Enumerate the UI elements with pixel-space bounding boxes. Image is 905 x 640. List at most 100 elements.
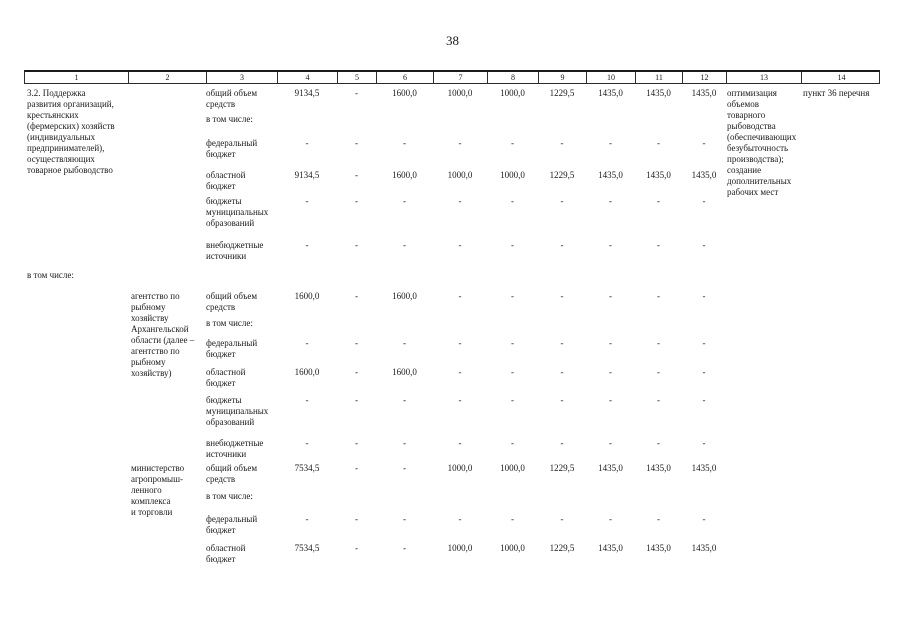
value-cell: - <box>560 196 564 206</box>
program-table: 1 2 3 4 5 6 7 8 9 10 11 12 13 14 3.2. Поддержка разви… <box>24 70 880 630</box>
value-cell: - <box>403 463 406 473</box>
value-cell: 1000,0 <box>447 170 473 180</box>
value-cell: - <box>609 291 612 301</box>
value-cell: - <box>560 367 564 377</box>
value-cell: - <box>403 514 406 524</box>
expected-results: оптимизация объемов товарного рыбоводств… <box>727 88 797 197</box>
column-number-cell: 2 <box>129 72 207 83</box>
column-number-cell: 3 <box>207 72 278 83</box>
value-cell: - <box>560 240 564 250</box>
column-number-cell: 7 <box>434 72 488 83</box>
value-cell: 1435,0 <box>691 543 717 553</box>
value-cell: - <box>403 543 406 553</box>
value-cell: 1000,0 <box>447 543 473 553</box>
column-number-cell: 4 <box>278 72 338 83</box>
funding-source-label: федеральный бюджет <box>206 338 258 359</box>
value-cell: - <box>657 240 660 250</box>
value-cell: - <box>609 240 612 250</box>
value-cell: - <box>355 88 358 98</box>
column-number-cell: 11 <box>636 72 683 83</box>
value-cell: - <box>702 395 706 405</box>
value-cell: - <box>458 138 462 148</box>
value-cell: - <box>702 240 706 250</box>
value-cell: 1600,0 <box>294 291 320 301</box>
value-cell: 1229,5 <box>549 88 575 98</box>
value-cell: - <box>458 338 462 348</box>
value-cell: - <box>511 514 514 524</box>
value-cell: - <box>560 291 564 301</box>
value-cell: 1435,0 <box>691 170 717 180</box>
value-cell: - <box>458 514 462 524</box>
value-cell: 1000,0 <box>447 88 473 98</box>
executor-ministry: министерство агропромыш- ленного комплек… <box>131 463 185 517</box>
value-cell: 1435,0 <box>646 543 671 553</box>
value-cell: 1435,0 <box>598 88 623 98</box>
value-cell: - <box>458 291 462 301</box>
value-cell: 9134,5 <box>294 88 320 98</box>
value-cell: - <box>305 514 309 524</box>
value-cell: 1000,0 <box>447 463 473 473</box>
value-cell: - <box>305 138 309 148</box>
including-label: в том числе: <box>206 114 253 124</box>
value-cell: - <box>560 395 564 405</box>
value-cell: - <box>355 170 358 180</box>
value-cell: - <box>511 196 514 206</box>
value-cell: 1600,0 <box>392 170 417 180</box>
value-cell: - <box>355 463 358 473</box>
value-cell: - <box>702 367 706 377</box>
value-cell: 1435,0 <box>691 463 717 473</box>
value-cell: - <box>305 338 309 348</box>
value-cell: 1435,0 <box>691 88 717 98</box>
value-cell: - <box>305 395 309 405</box>
value-cell: - <box>355 543 358 553</box>
value-cell: 1229,5 <box>549 463 575 473</box>
value-cell: 1600,0 <box>392 367 417 377</box>
funding-source-label: внебюджетные источники <box>206 240 264 261</box>
value-cell: - <box>560 438 564 448</box>
value-cell: - <box>511 338 514 348</box>
value-cell: - <box>355 196 358 206</box>
value-cell: - <box>355 138 358 148</box>
value-cell: - <box>403 240 406 250</box>
funding-source-label: федеральный бюджет <box>206 138 258 159</box>
value-cell: - <box>511 240 514 250</box>
value-cell: 1435,0 <box>646 463 671 473</box>
funding-source-label: федеральный бюджет <box>206 514 258 535</box>
value-cell: - <box>657 514 660 524</box>
value-cell: - <box>355 291 358 301</box>
value-cell: - <box>657 395 660 405</box>
value-cell: - <box>458 367 462 377</box>
value-cell: - <box>458 395 462 405</box>
value-cell: 1600,0 <box>392 291 417 301</box>
funding-source-label: областной бюджет <box>206 543 246 564</box>
value-cell: - <box>305 196 309 206</box>
funding-source-label: областной бюджет <box>206 367 246 388</box>
value-cell: 1000,0 <box>500 88 525 98</box>
value-cell: 1000,0 <box>500 543 525 553</box>
value-cell: - <box>609 367 612 377</box>
value-cell: - <box>702 138 706 148</box>
funding-source-label: внебюджетные источники <box>206 438 264 459</box>
value-cell: - <box>609 338 612 348</box>
value-cell: 1435,0 <box>598 463 623 473</box>
value-cell: 1435,0 <box>646 170 671 180</box>
column-number-cell: 5 <box>338 72 377 83</box>
value-cell: - <box>305 438 309 448</box>
breakdown-label: в том числе: <box>27 270 74 280</box>
value-cell: - <box>702 338 706 348</box>
value-cell: 1000,0 <box>500 463 525 473</box>
value-cell: 1435,0 <box>598 543 623 553</box>
including-label: в том числе: <box>206 491 253 501</box>
value-cell: 1600,0 <box>392 88 417 98</box>
value-cell: - <box>458 240 462 250</box>
value-cell: - <box>657 196 660 206</box>
value-cell: 9134,5 <box>294 170 320 180</box>
value-cell: - <box>355 338 358 348</box>
value-cell: - <box>511 438 514 448</box>
value-cell: - <box>403 438 406 448</box>
value-cell: - <box>609 138 612 148</box>
funding-source-label: бюджеты муниципальных образований <box>206 196 269 228</box>
value-cell: - <box>355 367 358 377</box>
value-cell: - <box>657 138 660 148</box>
